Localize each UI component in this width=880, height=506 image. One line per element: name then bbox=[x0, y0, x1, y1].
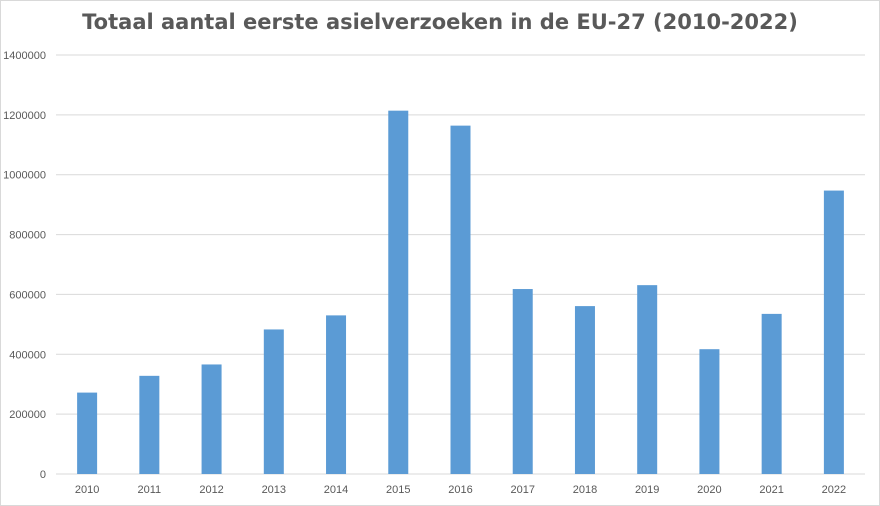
bar-2015 bbox=[388, 110, 409, 474]
x-tick-label: 2012 bbox=[199, 484, 223, 496]
y-tick-label: 0 bbox=[40, 469, 46, 481]
x-tick-label: 2022 bbox=[822, 484, 846, 496]
bar-2020 bbox=[699, 349, 720, 474]
x-tick-label: 2013 bbox=[262, 484, 286, 496]
y-tick-label: 1400000 bbox=[3, 50, 46, 62]
y-tick-label: 800000 bbox=[9, 230, 46, 242]
bar-2022 bbox=[823, 190, 844, 475]
y-tick-label: 1000000 bbox=[3, 170, 46, 182]
bar-2013 bbox=[263, 329, 284, 474]
x-tick-label: 2019 bbox=[635, 484, 659, 496]
bar-2011 bbox=[139, 375, 160, 474]
chart-title: Totaal aantal eerste asielverzoeken in d… bbox=[82, 10, 798, 34]
x-tick-label: 2018 bbox=[573, 484, 597, 496]
bar-2018 bbox=[574, 306, 595, 474]
x-tick-label: 2010 bbox=[75, 484, 99, 496]
y-tick-label: 1200000 bbox=[3, 110, 46, 122]
x-tick-label: 2021 bbox=[759, 484, 783, 496]
x-tick-label: 2017 bbox=[510, 484, 534, 496]
y-axis-ticks: 0 200000 400000 600000 800000 1000000 1200000 1… bbox=[3, 50, 46, 481]
bar-2021 bbox=[761, 313, 782, 474]
x-axis-ticks: 2010 2011 2012 2013 2014 2015 2016 2017 2018 2019… bbox=[75, 484, 846, 496]
y-tick-label: 400000 bbox=[9, 349, 46, 361]
bars bbox=[77, 110, 844, 475]
bar-2014 bbox=[326, 315, 347, 474]
bar-2010 bbox=[77, 392, 98, 474]
bar-2016 bbox=[450, 125, 471, 474]
y-tick-label: 200000 bbox=[9, 409, 46, 421]
x-tick-label: 2014 bbox=[324, 484, 348, 496]
x-tick-label: 2015 bbox=[386, 484, 410, 496]
x-tick-label: 2020 bbox=[697, 484, 721, 496]
bar-2019 bbox=[637, 285, 658, 474]
y-tick-label: 600000 bbox=[9, 289, 46, 301]
x-tick-label: 2011 bbox=[138, 484, 162, 496]
x-tick-label: 2016 bbox=[448, 484, 472, 496]
bar-2012 bbox=[201, 364, 222, 474]
bar-2017 bbox=[512, 289, 533, 474]
